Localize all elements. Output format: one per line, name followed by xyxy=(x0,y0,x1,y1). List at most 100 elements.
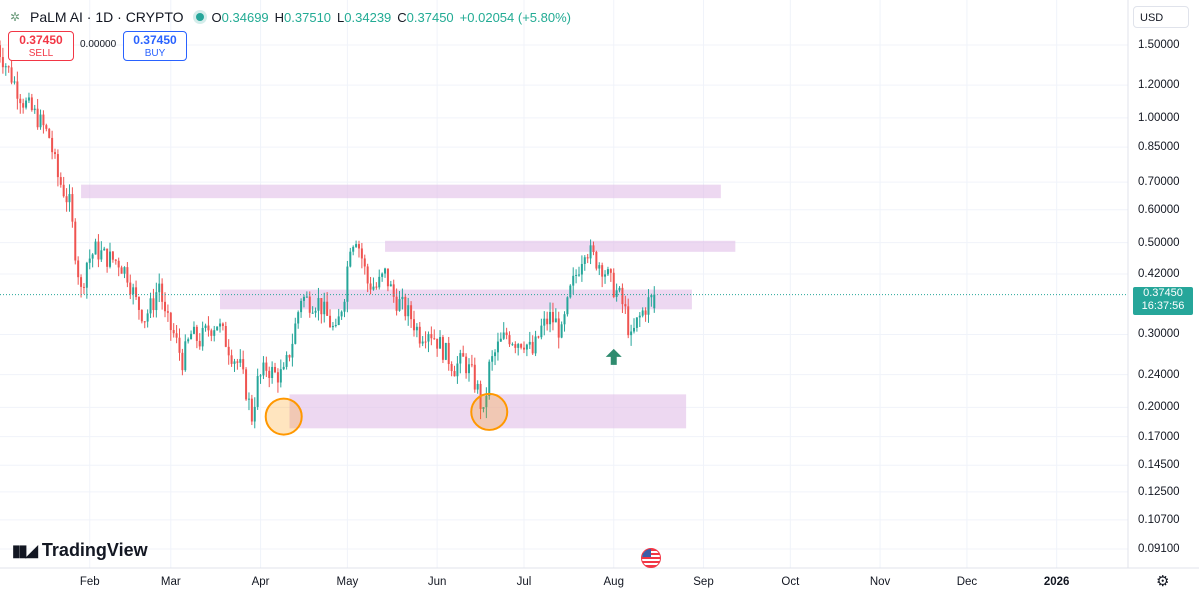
candle-body xyxy=(415,326,418,331)
candle-body xyxy=(551,311,554,323)
up-arrow-icon xyxy=(605,348,622,365)
candle-body xyxy=(250,398,253,422)
gear-icon[interactable]: ⚙ xyxy=(1156,573,1170,590)
candle-body xyxy=(82,286,85,288)
candle-body xyxy=(216,326,219,331)
candle-body xyxy=(473,364,476,390)
candle-body xyxy=(114,259,117,261)
candle-body xyxy=(355,244,358,247)
ohlc-close: 0.37450 xyxy=(406,9,454,25)
highlight-circle xyxy=(470,392,509,431)
candle-body xyxy=(100,250,103,260)
candle-body xyxy=(340,311,343,317)
candle-body xyxy=(33,108,36,111)
candle-body xyxy=(575,274,578,276)
candle-body xyxy=(485,395,488,408)
us-flag-icon[interactable] xyxy=(641,548,661,568)
candle-body xyxy=(522,347,525,350)
candle-body xyxy=(583,257,586,264)
candle-body xyxy=(418,326,421,344)
candle-body xyxy=(650,295,653,298)
candle-body xyxy=(346,266,349,302)
candle-body xyxy=(245,369,248,400)
candle-body xyxy=(71,194,74,222)
candle-body xyxy=(424,341,427,343)
candle-body xyxy=(45,125,48,129)
candle-body xyxy=(453,371,456,377)
candle-body xyxy=(164,301,167,312)
candle-body xyxy=(352,246,355,252)
candle-body xyxy=(366,266,369,284)
candle-body xyxy=(412,319,415,331)
candle-body xyxy=(592,245,595,252)
candle-body xyxy=(427,334,430,342)
candle-body xyxy=(109,251,112,267)
buy-button[interactable]: 0.37450 BUY xyxy=(123,31,187,61)
candle-body xyxy=(184,341,187,371)
candle-body xyxy=(494,352,497,357)
candle-body xyxy=(227,346,230,356)
price-axis-label: 0.30000 xyxy=(1138,328,1180,341)
candle-body xyxy=(91,254,94,259)
candle-body xyxy=(1,57,4,68)
candle-body xyxy=(143,321,146,323)
candle-body xyxy=(111,251,114,260)
price-axis-label: 0.50000 xyxy=(1138,236,1180,249)
ohlc-low: 0.34239 xyxy=(344,9,392,25)
candle-body xyxy=(572,275,575,286)
candle-body xyxy=(578,274,580,276)
candle-body xyxy=(514,344,517,348)
candle-body xyxy=(491,356,494,362)
symbol-title[interactable]: PaLM AI · 1D · CRYPTO xyxy=(30,9,184,25)
candle-body xyxy=(4,66,7,68)
candle-body xyxy=(517,344,520,348)
candle-body xyxy=(65,196,68,203)
candle-body xyxy=(441,337,444,360)
price-axis-label: 0.85000 xyxy=(1138,141,1180,154)
candle-body xyxy=(13,81,16,83)
candle-body xyxy=(653,294,656,309)
candle-body xyxy=(511,344,514,346)
candle-body xyxy=(247,398,250,400)
brand-name: TradingView xyxy=(41,540,148,560)
sell-button[interactable]: 0.37450 SELL xyxy=(8,31,74,61)
candle-body xyxy=(410,305,413,320)
candle-body xyxy=(224,326,227,347)
candle-body xyxy=(22,103,25,108)
price-change: +0.02054 (+5.80%) xyxy=(459,9,571,25)
spread-value: 0.00000 xyxy=(80,39,117,50)
candle-body xyxy=(213,330,216,336)
tradingview-logo[interactable]: ▮▮◢ TradingView xyxy=(12,540,148,561)
candle-body xyxy=(569,285,572,298)
support-resistance-zone xyxy=(289,394,687,429)
candle-body xyxy=(363,258,366,267)
candle-body xyxy=(62,184,65,197)
candle-body xyxy=(97,241,100,260)
price-axis-label: 1.00000 xyxy=(1138,111,1180,124)
candle-body xyxy=(436,338,439,349)
candle-body xyxy=(398,299,401,311)
candle-body xyxy=(74,221,77,261)
candle-body xyxy=(421,341,424,344)
candle-body xyxy=(598,265,601,269)
highlight-circle xyxy=(264,397,303,436)
candle-body xyxy=(132,287,135,295)
candle-body xyxy=(627,306,630,336)
sell-label: SELL xyxy=(28,48,54,59)
candle-body xyxy=(482,407,485,409)
candle-body xyxy=(384,268,387,274)
candle-body xyxy=(271,366,274,378)
price-axis-label: 0.17000 xyxy=(1138,430,1180,443)
candle-body xyxy=(534,336,537,354)
candle-body xyxy=(239,359,242,363)
candle-body xyxy=(531,341,534,354)
price-axis-label: 0.20000 xyxy=(1138,401,1180,414)
candle-body xyxy=(56,154,59,178)
candle-body xyxy=(476,383,479,390)
buy-price: 0.37450 xyxy=(133,33,177,47)
currency-selector[interactable]: USD xyxy=(1133,6,1189,28)
time-axis-label: Nov xyxy=(869,576,891,588)
candle-body xyxy=(195,326,198,341)
candle-body xyxy=(407,305,410,317)
